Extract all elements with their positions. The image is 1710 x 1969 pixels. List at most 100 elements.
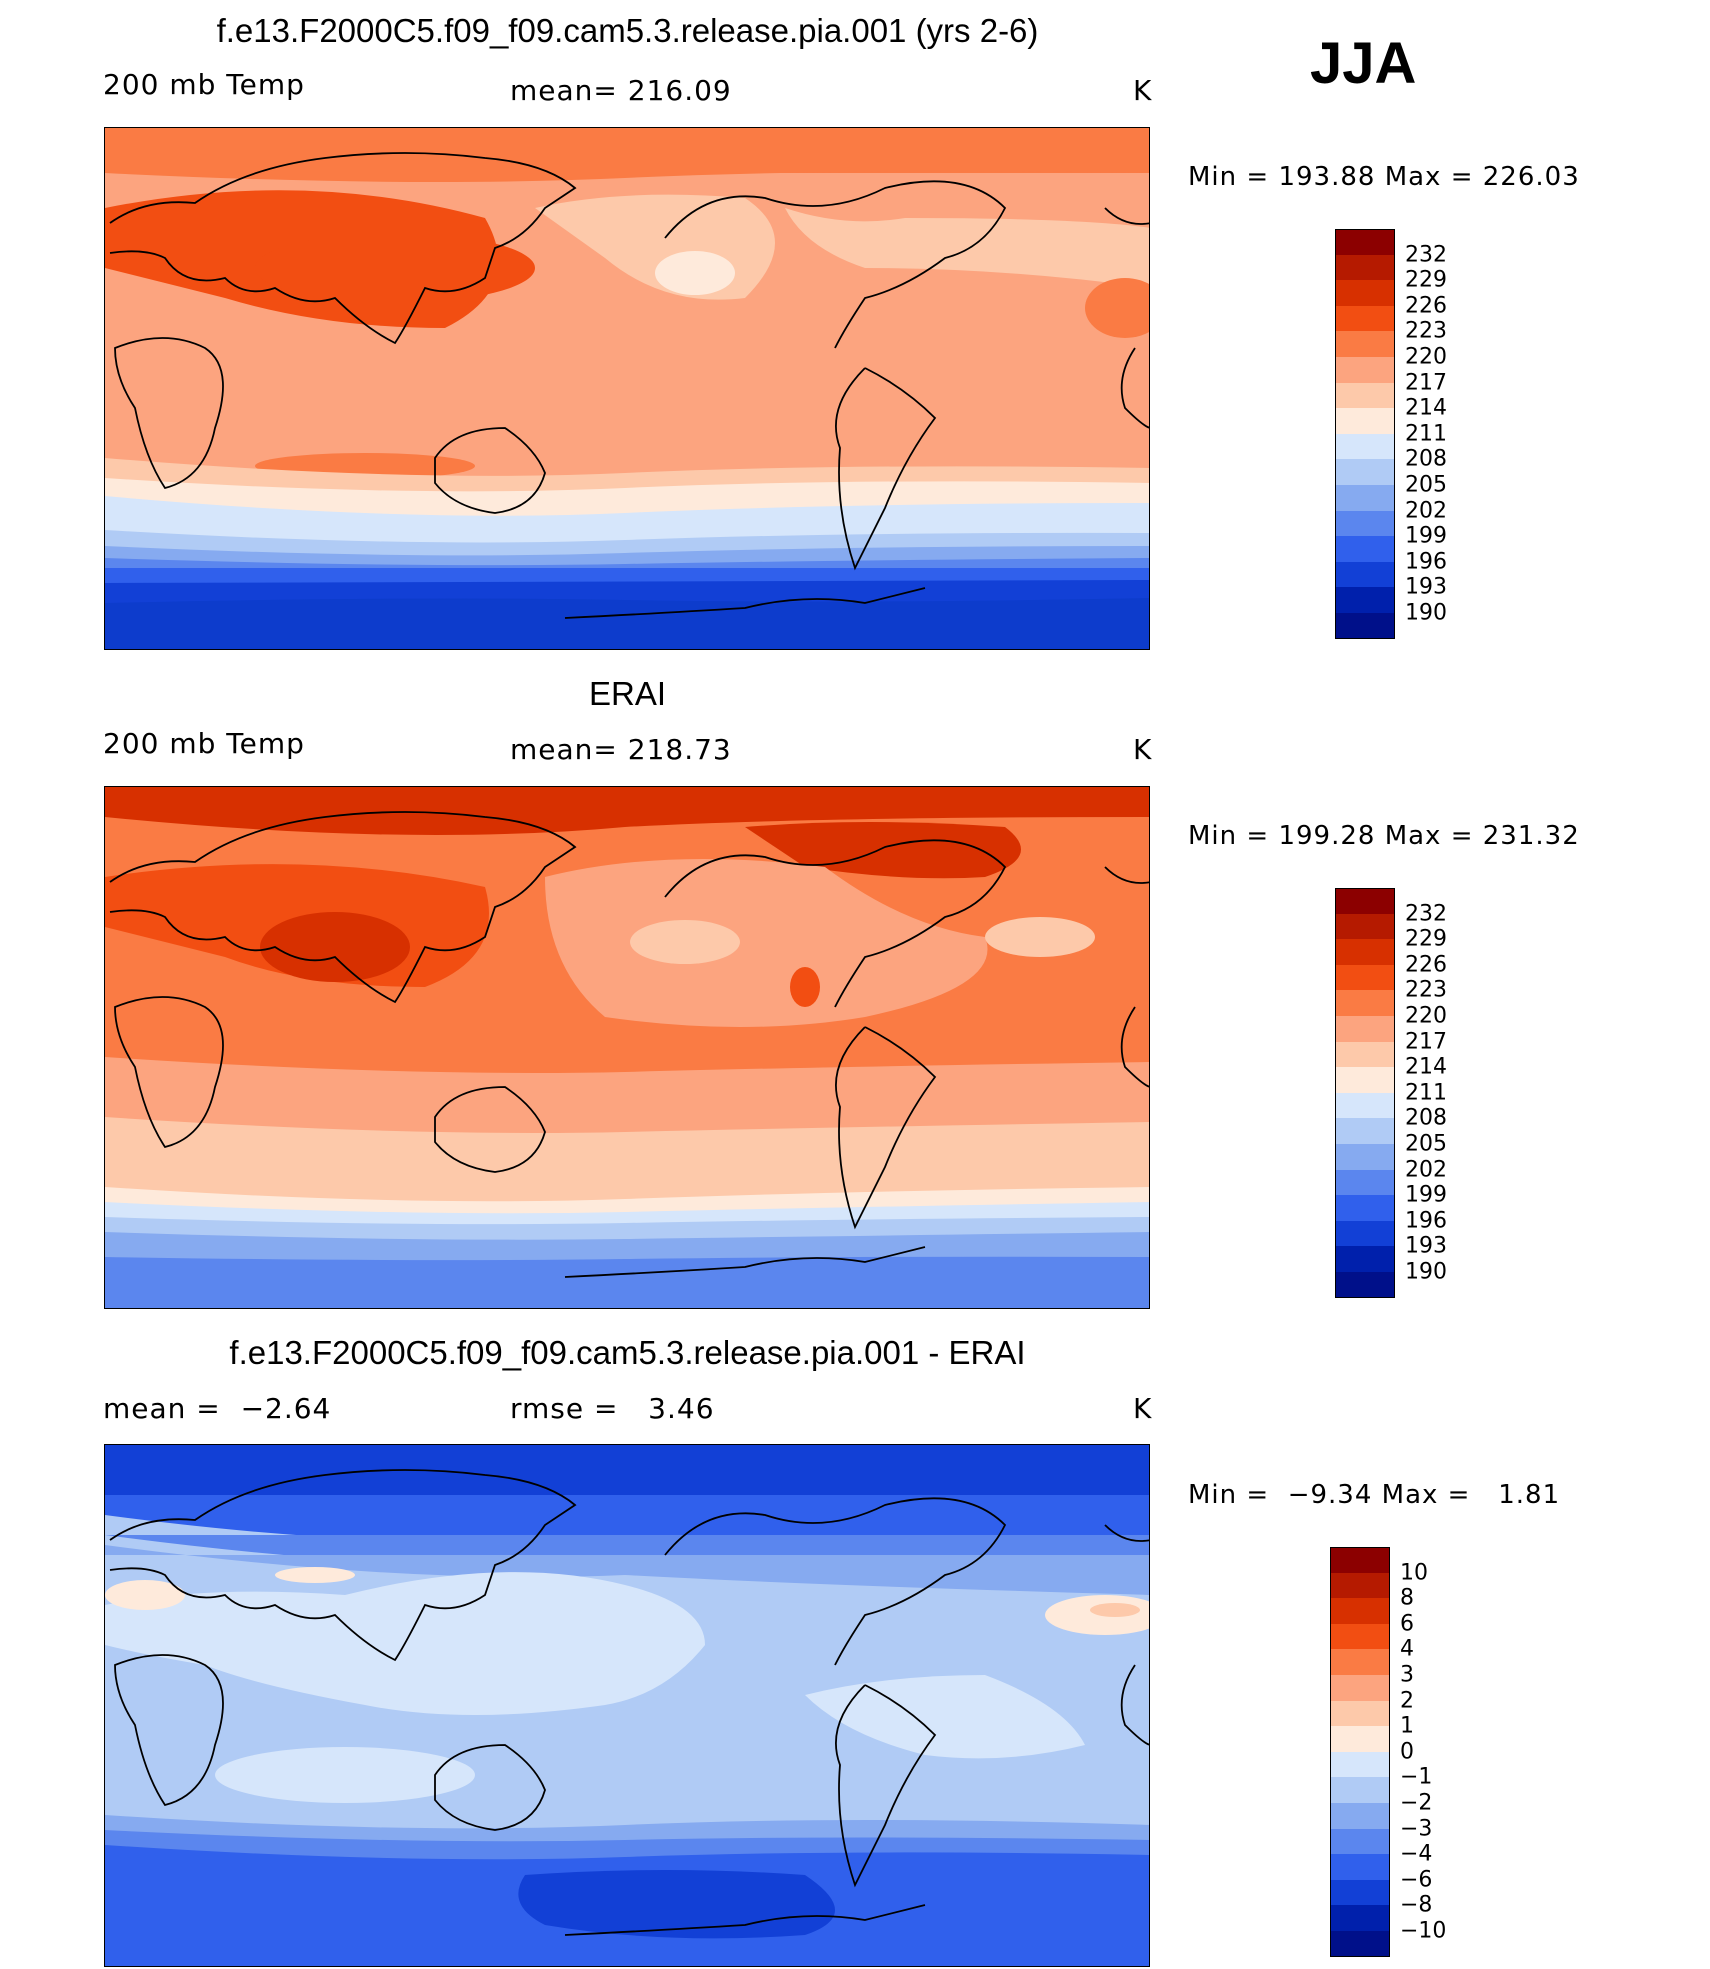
colorbar-swatch (1335, 382, 1395, 409)
colorbar-tick-label: 208 (1405, 446, 1447, 472)
colorbar-swatch (1330, 1675, 1390, 1702)
panel3-map (104, 1444, 1150, 1967)
colorbar-swatch (1330, 1828, 1390, 1855)
colorbar-swatch (1335, 939, 1395, 966)
colorbar-swatch (1330, 1572, 1390, 1599)
colorbar-swatch (1335, 485, 1395, 512)
colorbar-tick-label: 193 (1405, 574, 1447, 600)
colorbar-tick-label: 226 (1405, 952, 1447, 978)
panel2-minmax: Min = 199.28 Max = 231.32 (1188, 821, 1580, 851)
colorbar-tick-label: 211 (1405, 421, 1447, 447)
panel2-map (104, 786, 1150, 1309)
colorbar-tick-label: −1 (1400, 1764, 1433, 1790)
colorbar-tick-label: 232 (1405, 242, 1447, 268)
colorbar-swatch (1330, 1598, 1390, 1625)
panel3-minmax: Min = −9.34 Max = 1.81 (1188, 1480, 1561, 1510)
colorbar-tick-label: 10 (1400, 1560, 1428, 1586)
colorbar-swatch (1335, 1246, 1395, 1273)
colorbar-swatch (1335, 229, 1395, 256)
colorbar-swatch (1335, 1118, 1395, 1145)
colorbar-tick-label: 202 (1405, 1157, 1447, 1183)
colorbar-swatch (1335, 1220, 1395, 1247)
colorbar-tick-label: 232 (1405, 901, 1447, 927)
colorbar-swatch (1335, 254, 1395, 281)
panel1-mean-label: mean= 216.09 (510, 74, 732, 107)
colorbar-tick-label: 193 (1405, 1233, 1447, 1259)
colorbar-swatch (1330, 1547, 1390, 1574)
colorbar-swatch (1335, 433, 1395, 460)
colorbar-tick-label: 211 (1405, 1080, 1447, 1106)
panel1-units-label: K (1133, 74, 1153, 107)
panel1-field-label: 200 mb Temp (103, 68, 305, 101)
colorbar-tick-label: 8 (1400, 1585, 1414, 1611)
colorbar-tick-label: 1 (1400, 1713, 1414, 1739)
colorbar-tick-label: 196 (1405, 1208, 1447, 1234)
colorbar-tick-label: 205 (1405, 1131, 1447, 1157)
colorbar-swatch (1330, 1777, 1390, 1804)
colorbar-tick-label: 214 (1405, 395, 1447, 421)
panel1-title: f.e13.F2000C5.f09_f09.cam5.3.release.pia… (216, 12, 1039, 49)
panel2-units-label: K (1133, 733, 1153, 766)
panel2-field-label: 200 mb Temp (103, 727, 305, 760)
colorbar-swatch (1335, 510, 1395, 537)
colorbar-swatch (1335, 305, 1395, 332)
colorbar-swatch (1335, 913, 1395, 940)
panel2-title: ERAI (588, 675, 667, 712)
colorbar-swatch (1335, 1144, 1395, 1171)
colorbar-tick-label: 223 (1405, 318, 1447, 344)
panel1-map (104, 127, 1150, 650)
colorbar-tick-label: −3 (1400, 1816, 1433, 1842)
colorbar-tick-label: 3 (1400, 1662, 1414, 1688)
colorbar-tick-label: 214 (1405, 1054, 1447, 1080)
colorbar-swatch (1335, 561, 1395, 588)
colorbar-swatch (1335, 1092, 1395, 1119)
colorbar-swatch (1335, 408, 1395, 435)
panel3-rmse-label: rmse = 3.46 (510, 1392, 715, 1425)
colorbar-swatch (1335, 1016, 1395, 1043)
colorbar-tick-label: 217 (1405, 370, 1447, 396)
colorbar-tick-label: 4 (1400, 1636, 1414, 1662)
colorbar-tick-label: 0 (1400, 1739, 1414, 1765)
colorbar-tick-label: 190 (1405, 1259, 1447, 1285)
colorbar-swatch (1335, 1195, 1395, 1222)
colorbar-swatch (1335, 888, 1395, 915)
colorbar-tick-label: 2 (1400, 1688, 1414, 1714)
panel3-mean-label: mean = −2.64 (103, 1392, 332, 1425)
colorbar-tick-label: −2 (1400, 1790, 1433, 1816)
colorbar-tick-label: −4 (1400, 1841, 1433, 1867)
panel3-units-label: K (1133, 1392, 1153, 1425)
colorbar-swatch (1330, 1700, 1390, 1727)
colorbar-swatch (1330, 1726, 1390, 1753)
colorbar-tick-label: 199 (1405, 1182, 1447, 1208)
colorbar-tick-label: 229 (1405, 926, 1447, 952)
colorbar-swatch (1330, 1905, 1390, 1932)
panel3-title: f.e13.F2000C5.f09_f09.cam5.3.release.pia… (229, 1334, 1026, 1371)
colorbar-tick-label: 220 (1405, 344, 1447, 370)
season-label: JJA (1310, 31, 1417, 96)
colorbar-swatch (1335, 357, 1395, 384)
colorbar-tick-label: 202 (1405, 498, 1447, 524)
colorbar-tick-label: 208 (1405, 1105, 1447, 1131)
colorbar-swatch (1335, 1272, 1395, 1299)
colorbar-swatch (1330, 1803, 1390, 1830)
colorbar-tick-label: 199 (1405, 523, 1447, 549)
colorbar-tick-label: 217 (1405, 1029, 1447, 1055)
colorbar-tick-label: 223 (1405, 977, 1447, 1003)
colorbar-tick-label: 6 (1400, 1611, 1414, 1637)
colorbar-tick-label: 190 (1405, 600, 1447, 626)
colorbar-swatch (1335, 1169, 1395, 1196)
panel1-minmax: Min = 193.88 Max = 226.03 (1188, 162, 1580, 192)
colorbar-swatch (1330, 1623, 1390, 1650)
colorbar-tick-label: 226 (1405, 293, 1447, 319)
colorbar-swatch (1330, 1649, 1390, 1676)
colorbar-swatch (1335, 964, 1395, 991)
panel2-mean-label: mean= 218.73 (510, 733, 732, 766)
colorbar-tick-label: −10 (1400, 1918, 1447, 1944)
colorbar-swatch (1335, 331, 1395, 358)
colorbar-swatch (1330, 1931, 1390, 1958)
colorbar-tick-label: 196 (1405, 549, 1447, 575)
colorbar-swatch (1335, 1041, 1395, 1068)
colorbar-tick-label: 205 (1405, 472, 1447, 498)
colorbar-tick-label: 229 (1405, 267, 1447, 293)
colorbar-tick-label: −6 (1400, 1867, 1433, 1893)
